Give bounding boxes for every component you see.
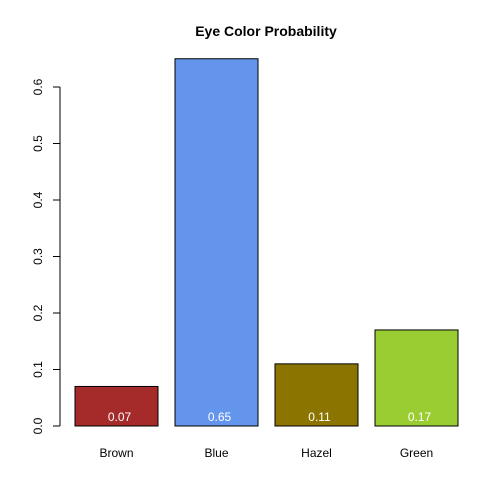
bar-hazel	[274, 363, 359, 427]
y-tick-label: 0.1	[31, 361, 45, 378]
data-label: 0.65	[208, 410, 232, 424]
category-labels: Brown Blue Hazel Green	[99, 446, 433, 460]
bar-brown	[74, 385, 159, 427]
category-label: Brown	[99, 446, 133, 460]
bars	[74, 58, 459, 427]
category-label: Green	[400, 446, 433, 460]
y-tick-label: 0.6	[31, 78, 45, 95]
y-tick-label: 0.3	[31, 248, 45, 265]
bar-green	[374, 329, 459, 427]
data-label: 0.11	[308, 410, 331, 424]
data-label: 0.17	[408, 410, 432, 424]
category-label: Hazel	[301, 446, 332, 460]
y-tick-label: 0.2	[31, 304, 45, 321]
category-label: Blue	[204, 446, 228, 460]
data-label: 0.07	[108, 410, 132, 424]
y-tick-label: 0.5	[31, 135, 45, 152]
y-axis: 0.0 0.1 0.2 0.3 0.4 0.5 0.6	[31, 78, 61, 434]
y-tick-label: 0.0	[31, 417, 45, 434]
chart-title: Eye Color Probability	[195, 23, 337, 39]
y-tick-label: 0.4	[31, 191, 45, 208]
data-labels: 0.07 0.65 0.11 0.17	[108, 410, 432, 424]
bar-blue	[174, 58, 259, 427]
